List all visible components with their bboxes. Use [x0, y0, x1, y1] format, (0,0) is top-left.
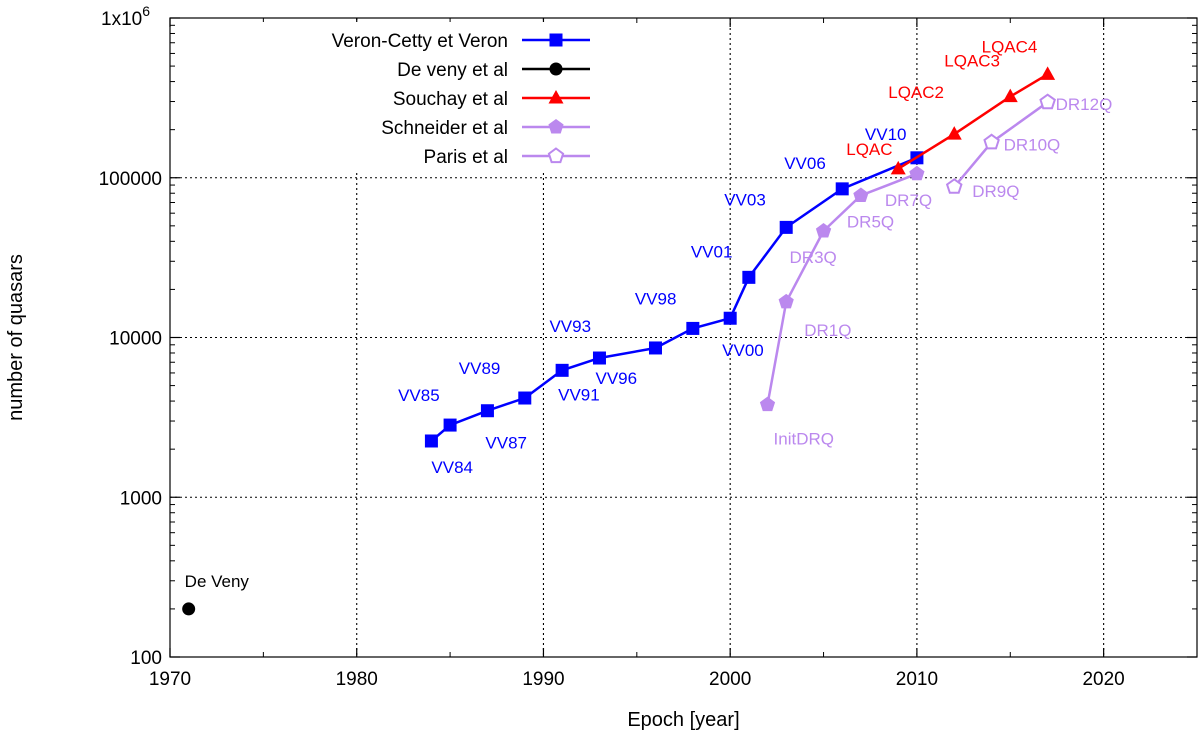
data-point: [480, 404, 494, 418]
legend-marker: [547, 147, 565, 164]
series-paris-et-al: DR9Q DR10Q DR12Q: [945, 93, 1113, 201]
point-label: DR1Q: [804, 321, 851, 340]
point-label: VV87: [485, 434, 527, 453]
legend-entry: Schneider et al: [381, 118, 590, 139]
point-label: VV01: [691, 242, 733, 261]
data-point: [742, 270, 756, 284]
data-point: [946, 126, 962, 140]
point-label: DR7Q: [885, 191, 932, 210]
point-label: VV03: [724, 190, 766, 209]
data-point: [835, 182, 849, 196]
y-tick-label-base: 1x10: [101, 9, 142, 30]
data-point: [723, 311, 737, 325]
point-label: DR12Q: [1056, 95, 1113, 114]
point-label: De Veny: [185, 572, 250, 591]
legend-marker: [549, 62, 563, 76]
legend-marker: [548, 90, 564, 104]
data-point: [778, 293, 794, 309]
legend-entry: De veny et al: [397, 60, 590, 81]
point-label: VV85: [398, 386, 440, 405]
x-tick-label: 2000: [709, 669, 751, 690]
series-line: [897, 73, 1049, 170]
legend-marker: [548, 119, 564, 134]
legend-entry: Paris et al: [424, 147, 590, 168]
y-tick-label: 1000: [120, 488, 162, 509]
legend-label: Souchay et al: [393, 89, 508, 110]
y-tick-label-exponent: 6: [142, 3, 150, 19]
series-schneider-et-al: InitDRQ DR1Q DR3Q DR5Q DR7Q: [759, 165, 932, 449]
legend-label: Paris et al: [424, 147, 508, 168]
data-point: [1002, 88, 1018, 103]
data-point: [779, 220, 793, 234]
data-point: [555, 363, 569, 377]
series-veron-cetty-et-veron: VV84 VV85 VV87 VV89 VV91 VV93 VV96 VV98 VV00 VV01…: [398, 125, 924, 477]
data-point: [909, 165, 925, 181]
data-point: [853, 187, 869, 202]
x-tick-label: 2020: [1082, 669, 1124, 690]
point-label: VV91: [558, 385, 600, 404]
point-label: VV93: [549, 317, 591, 336]
point-label: DR3Q: [790, 248, 837, 267]
point-label: LQAC: [846, 140, 892, 159]
data-point: [1040, 66, 1056, 80]
legend-entry: Souchay et al: [393, 89, 590, 110]
point-label: DR9Q: [972, 182, 1019, 201]
data-point: [983, 133, 1000, 150]
data-point: [182, 602, 196, 616]
y-tick-label: 1x106: [101, 3, 150, 30]
x-tick-label: 1980: [336, 669, 378, 690]
data-point: [518, 391, 532, 405]
x-axis-title: Epoch [year]: [627, 709, 739, 731]
legend-label: Veron-Cetty et Veron: [332, 31, 508, 52]
point-label: DR10Q: [1004, 135, 1061, 154]
legend-marker: [549, 33, 563, 47]
point-label: VV00: [722, 341, 764, 360]
point-label: LQAC2: [888, 83, 944, 102]
x-tick-label: 1970: [149, 669, 191, 690]
point-label: VV89: [459, 359, 501, 378]
point-label: InitDRQ: [774, 430, 834, 449]
data-point: [648, 341, 662, 355]
data-point: [443, 418, 457, 432]
x-tick-label: 1990: [522, 669, 564, 690]
axis-ticks: 1970 1980 1990 2000 2010 2020 100 1000 10000 1000…: [99, 3, 1197, 690]
data-point: [592, 351, 606, 365]
series-de-veny-et-al: De Veny: [182, 572, 249, 616]
point-label: DR5Q: [847, 213, 894, 232]
x-tick-label: 2010: [896, 669, 938, 690]
point-label: VV06: [784, 154, 826, 173]
data-point: [759, 396, 776, 412]
point-label: VV98: [635, 289, 677, 308]
y-tick-label: 10000: [109, 329, 162, 350]
data-point: [424, 434, 438, 448]
y-tick-label: 100: [130, 648, 162, 669]
data-point: [945, 178, 963, 194]
point-label: VV96: [595, 369, 637, 388]
legend-label: Schneider et al: [381, 118, 508, 139]
point-label: VV84: [431, 458, 473, 477]
data-point: [815, 223, 832, 238]
data-point: [1039, 93, 1056, 110]
y-tick-label: 100000: [99, 169, 162, 190]
point-label: VV10: [865, 125, 907, 144]
point-label: LQAC3: [944, 52, 1000, 71]
point-label: LQAC4: [982, 37, 1038, 56]
legend-entry: Veron-Cetty et Veron: [332, 31, 590, 52]
data-point: [686, 321, 700, 335]
data-series: VV84 VV85 VV87 VV89 VV91 VV93 VV96 VV98 VV00 VV01…: [182, 37, 1113, 616]
data-point: [890, 160, 906, 175]
y-axis-title: number of quasars: [5, 254, 27, 421]
legend-label: De veny et al: [397, 60, 508, 81]
legend: Veron-Cetty et Veron De veny et al Souchay…: [244, 22, 596, 172]
